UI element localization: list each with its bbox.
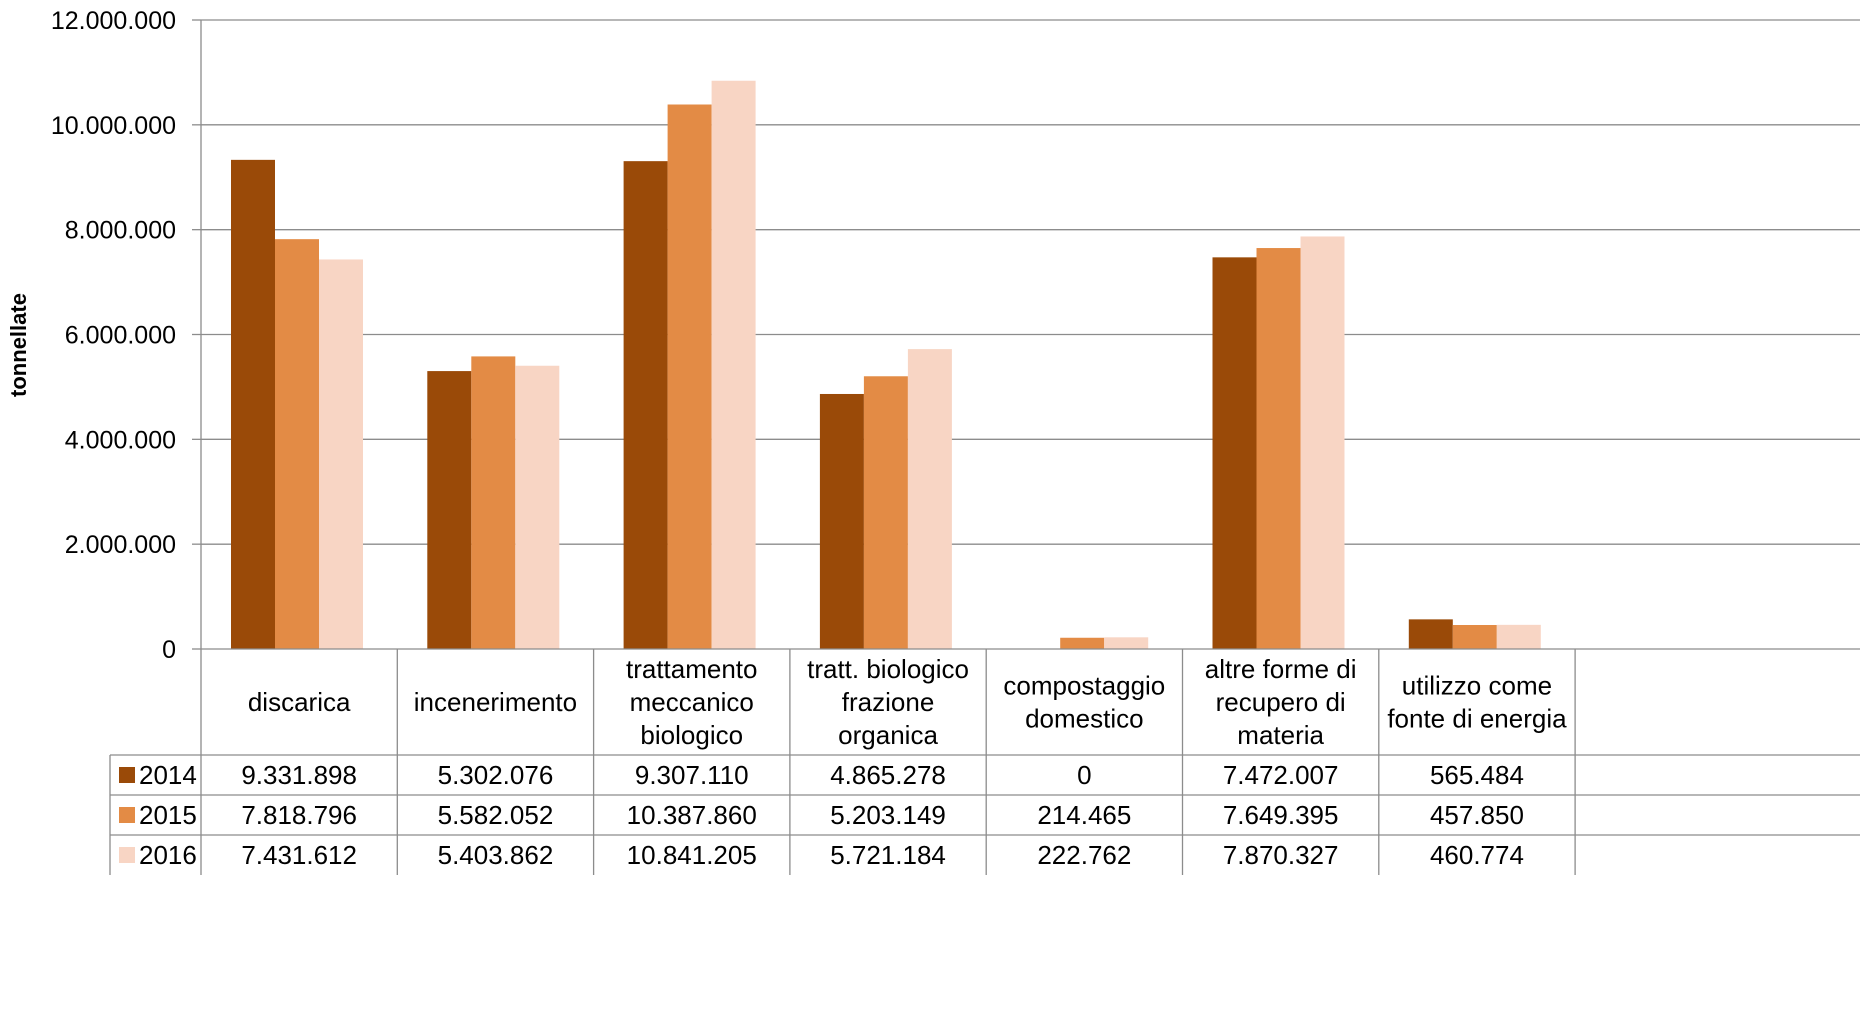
data-label: 222.762 <box>1037 840 1131 870</box>
data-table: discarica incenerimento trattamentomeccani… <box>109 648 1860 875</box>
bar-2014-1 <box>427 371 472 649</box>
y-tick-label: 4.000.000 <box>65 426 176 454</box>
data-label: 10.387.860 <box>627 800 757 830</box>
data-label: 9.331.898 <box>241 760 357 790</box>
category-label: materia <box>1237 720 1324 750</box>
y-tick-label: 0 <box>162 636 176 664</box>
category-label: incenerimento <box>414 687 577 717</box>
data-label: 4.865.278 <box>830 760 946 790</box>
bar-2016-4 <box>1104 637 1149 649</box>
y-tick-label: 8.000.000 <box>65 217 176 245</box>
category-label: utilizzo come <box>1402 671 1552 701</box>
category-label: frazione <box>842 687 935 717</box>
category-label: organica <box>838 720 938 750</box>
y-tick-label: 6.000.000 <box>65 322 176 350</box>
bar-2015-4 <box>1060 637 1105 649</box>
category-label: domestico <box>1025 704 1144 734</box>
data-label: 7.818.796 <box>241 800 357 830</box>
y-axis-label: tonnellate <box>6 293 31 397</box>
category-label: recupero di <box>1216 687 1346 717</box>
bar-2016-5 <box>1300 236 1345 650</box>
legend-swatch-2014 <box>119 767 135 783</box>
bar-2014-3 <box>819 393 864 649</box>
data-label: 460.774 <box>1430 840 1524 870</box>
category-label: tratt. biologico <box>807 654 969 684</box>
data-label: 5.203.149 <box>830 800 946 830</box>
data-label: 7.472.007 <box>1223 760 1339 790</box>
data-label: 5.721.184 <box>830 840 946 870</box>
bar-2015-3 <box>863 376 908 649</box>
bar-2015-2 <box>667 104 712 650</box>
data-label: 9.307.110 <box>635 760 749 790</box>
legend-label-2015: 2015 <box>139 800 197 830</box>
category-label: trattamento <box>626 654 758 684</box>
bar-2016-0 <box>319 259 363 649</box>
legend-swatch-2015 <box>119 807 135 823</box>
data-label: 0 <box>1077 760 1091 790</box>
data-label: 5.582.052 <box>438 800 554 830</box>
bar-2014-5 <box>1212 257 1257 649</box>
bar-2016-3 <box>907 349 952 649</box>
category-label: meccanico <box>630 687 754 717</box>
data-label: 7.431.612 <box>241 840 357 870</box>
data-label: 5.403.862 <box>438 840 554 870</box>
y-tick-label: 12.000.000 <box>51 7 176 35</box>
data-label: 7.649.395 <box>1223 800 1339 830</box>
data-label: 457.850 <box>1430 800 1524 830</box>
bar-2016-6 <box>1496 624 1541 649</box>
y-axis: 0 2.000.000 4.000.000 6.000.000 8.000.000 10.… <box>51 7 202 664</box>
bar-2016-2 <box>711 80 756 649</box>
data-label: 214.465 <box>1037 800 1131 830</box>
bar-2015-0 <box>275 239 319 649</box>
data-label: 565.484 <box>1430 760 1524 790</box>
category-label: discarica <box>248 687 351 717</box>
y-tick-label: 10.000.000 <box>51 112 176 140</box>
legend-label-2014: 2014 <box>139 760 197 790</box>
legend-swatch-2016 <box>119 847 135 863</box>
bar-2014-2 <box>623 161 668 649</box>
category-label: fonte di energia <box>1387 704 1567 734</box>
bar-2015-6 <box>1452 625 1497 649</box>
data-label: 10.841.205 <box>627 840 757 870</box>
bar-2014-0 <box>231 159 275 649</box>
category-label: altre forme di <box>1205 654 1357 684</box>
bars <box>231 80 1541 650</box>
data-label: 5.302.076 <box>438 760 554 790</box>
bar-2016-1 <box>515 365 560 649</box>
bar-2014-6 <box>1408 619 1453 649</box>
legend-label-2016: 2016 <box>139 840 197 870</box>
y-tick-label: 2.000.000 <box>65 531 176 559</box>
bar-2015-5 <box>1256 248 1301 650</box>
category-label: compostaggio <box>1003 671 1165 701</box>
data-label: 7.870.327 <box>1223 840 1339 870</box>
category-label: biologico <box>640 720 743 750</box>
bar-2015-1 <box>471 356 516 649</box>
